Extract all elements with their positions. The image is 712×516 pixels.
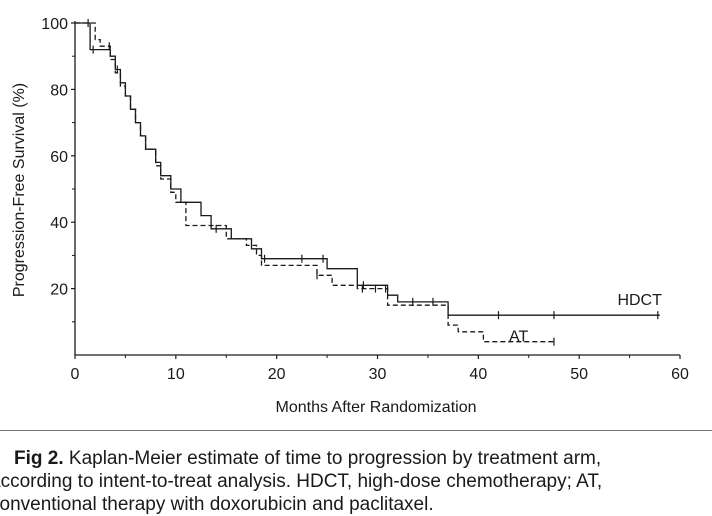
caption-line-1: Fig 2. Kaplan-Meier estimate of time to … bbox=[0, 447, 708, 470]
caption-text-1: Kaplan-Meier estimate of time to progres… bbox=[68, 448, 602, 469]
y-axis-title: Progression-Free Survival (%) bbox=[11, 83, 28, 297]
series-label-at: AT bbox=[509, 329, 528, 346]
axes: 20 40 60 80 100 0 10 20 30 40 50 60 bbox=[41, 16, 689, 383]
y-tick-label-20: 20 bbox=[50, 282, 68, 299]
x-tick-label-40: 40 bbox=[469, 366, 487, 383]
caption-figure-label: Fig 2. bbox=[14, 448, 64, 469]
x-tick-label-30: 30 bbox=[369, 366, 387, 383]
caption-line-3: conventional therapy with doxorubicin an… bbox=[0, 494, 434, 515]
y-tick-label-60: 60 bbox=[50, 149, 68, 166]
x-tick-label-20: 20 bbox=[268, 366, 286, 383]
caption-divider bbox=[0, 430, 712, 431]
kaplan-meier-chart: 20 40 60 80 100 0 10 20 30 40 50 60 HDCT AT Progress… bbox=[11, 16, 689, 416]
x-tick-label-10: 10 bbox=[167, 366, 185, 383]
x-tick-label-60: 60 bbox=[671, 366, 689, 383]
y-tick-label-100: 100 bbox=[41, 16, 68, 33]
x-tick-label-50: 50 bbox=[570, 366, 588, 383]
y-tick-label-80: 80 bbox=[50, 82, 68, 99]
series-layer: HDCT AT bbox=[75, 19, 662, 346]
series-label-hdct: HDCT bbox=[617, 292, 662, 309]
x-tick-label-0: 0 bbox=[71, 366, 80, 383]
x-axis-title: Months After Randomization bbox=[276, 399, 477, 416]
figure-caption: Fig 2. Kaplan-Meier estimate of time to … bbox=[0, 447, 708, 516]
series-line-hdct bbox=[75, 22, 660, 316]
series-line-at bbox=[75, 22, 554, 343]
caption-line-2: according to intent-to-treat analysis. H… bbox=[0, 471, 603, 492]
y-tick-label-40: 40 bbox=[50, 215, 68, 232]
